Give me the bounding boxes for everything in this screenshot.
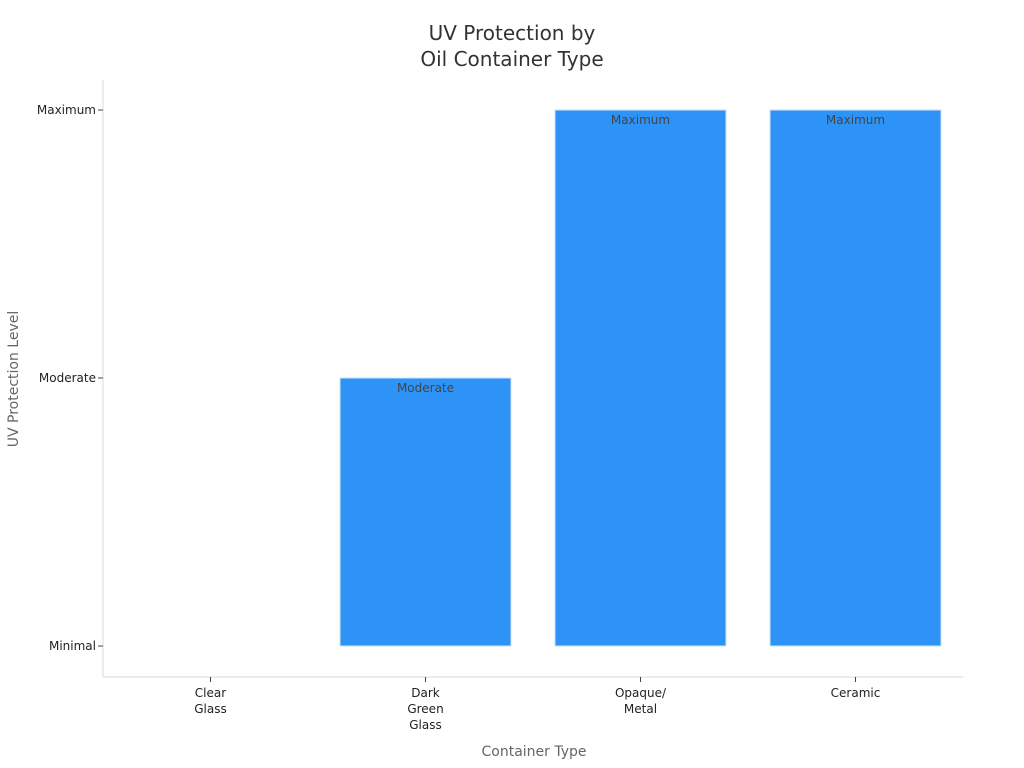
bar-data-label: Moderate xyxy=(397,381,454,395)
chart-title-line: UV Protection by xyxy=(429,21,596,45)
x-tick-label: Opaque/Metal xyxy=(615,686,667,716)
x-tick-label-line: Ceramic xyxy=(831,686,881,700)
bar-data-labels: Moderate Maximum Maximum xyxy=(397,113,885,395)
x-axis-ticks: Clear Glass Dark Green Glass Opaque/Metal Cera… xyxy=(194,677,880,732)
bar xyxy=(769,109,942,647)
y-axis-ticks: Minimal Moderate Maximum xyxy=(37,103,103,653)
y-tick-label: Moderate xyxy=(39,371,96,385)
chart-title-line: Oil Container Type xyxy=(420,47,603,71)
bar xyxy=(554,109,727,647)
x-tick-label-line: Glass xyxy=(409,718,442,732)
x-tick-label: Clear Glass xyxy=(194,686,227,716)
x-tick-label-line: Opaque/ xyxy=(615,686,667,700)
x-axis-label: Container Type xyxy=(481,744,586,760)
bar-data-label: Maximum xyxy=(826,113,885,127)
x-tick-label-line: Dark xyxy=(411,686,440,700)
x-tick-label: Dark Green Glass xyxy=(407,686,443,732)
x-tick-label-line: Metal xyxy=(624,702,657,716)
bar xyxy=(339,377,512,647)
bar-data-label: Maximum xyxy=(611,113,670,127)
x-tick-label-line: Glass xyxy=(194,702,227,716)
x-tick-label-line: Clear xyxy=(195,686,226,700)
x-tick-label: Ceramic xyxy=(831,686,881,700)
y-axis-label: UV Protection Level xyxy=(6,311,22,448)
y-tick-label: Minimal xyxy=(49,639,96,653)
y-tick-label: Maximum xyxy=(37,103,96,117)
bars xyxy=(339,109,942,647)
x-tick-label-line: Green xyxy=(407,702,443,716)
